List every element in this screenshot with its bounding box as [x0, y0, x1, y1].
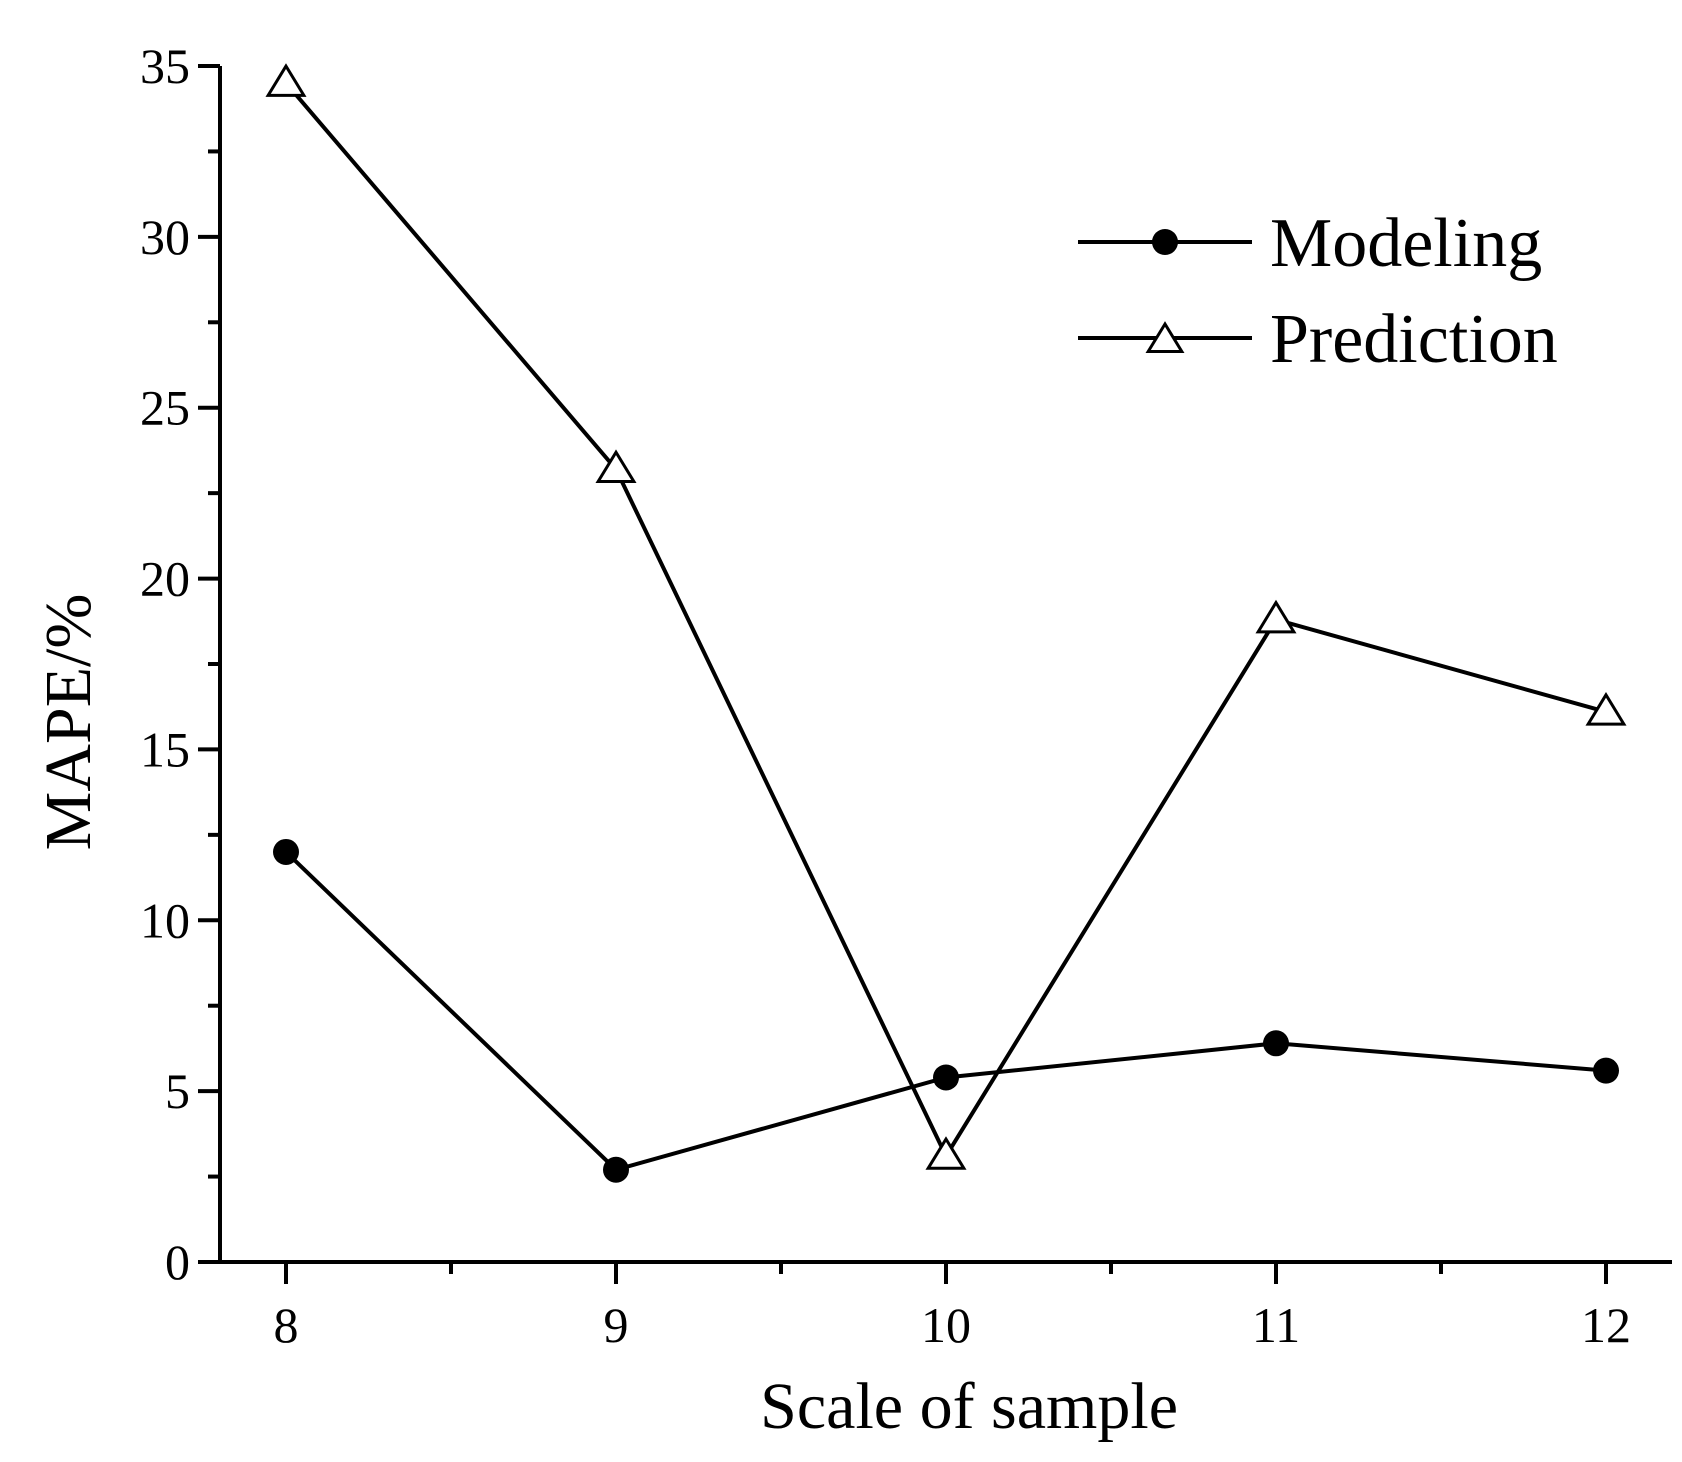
tick-labels: 0 5 10 15 20 25 30 35 8 9 10 11 12: [140, 38, 1631, 1353]
x-tick-label-12: 12: [1581, 1297, 1631, 1353]
data-point-modeling-9: [603, 1156, 629, 1183]
data-point-prediction-8: [265, 63, 307, 97]
y-tick-label-5: 5: [165, 1063, 190, 1119]
x-tick-label-10: 10: [921, 1297, 971, 1353]
data-point-modeling-10: [933, 1064, 959, 1091]
data-point-prediction-11: [1255, 599, 1297, 634]
data-point-modeling-8: [273, 838, 299, 865]
legend-marker-prediction: [1145, 321, 1185, 354]
data-point-prediction-12: [1585, 691, 1627, 726]
y-tick-label-30: 30: [140, 209, 190, 265]
series-line-modeling: [284, 850, 1607, 1172]
x-tick-label-9: 9: [604, 1297, 629, 1353]
data-point-modeling-12: [1593, 1057, 1619, 1084]
data-point-prediction-10: [925, 1136, 967, 1170]
legend-label-prediction: Prediction: [1270, 301, 1558, 378]
y-tick-label-20: 20: [140, 551, 190, 607]
y-tick-label-10: 10: [140, 892, 190, 948]
x-tick-label-8: 8: [274, 1297, 299, 1353]
data-point-modeling-11: [1263, 1030, 1289, 1057]
legend-label-modeling: Modeling: [1270, 205, 1542, 282]
x-tick-label-11: 11: [1252, 1297, 1300, 1353]
legend: Modeling Prediction: [1078, 205, 1558, 378]
y-tick-label-0: 0: [165, 1234, 190, 1290]
y-tick-label-35: 35: [140, 38, 190, 94]
y-axis-title: MAPE/%: [32, 594, 105, 851]
x-axis-title: Scale of sample: [760, 1370, 1178, 1443]
data-point-prediction-9: [595, 449, 637, 483]
legend-marker-modeling: [1152, 229, 1178, 255]
y-tick-label-15: 15: [140, 721, 190, 777]
y-tick-label-25: 25: [140, 380, 190, 436]
ticks: [198, 64, 1608, 1284]
series: [265, 63, 1627, 1183]
